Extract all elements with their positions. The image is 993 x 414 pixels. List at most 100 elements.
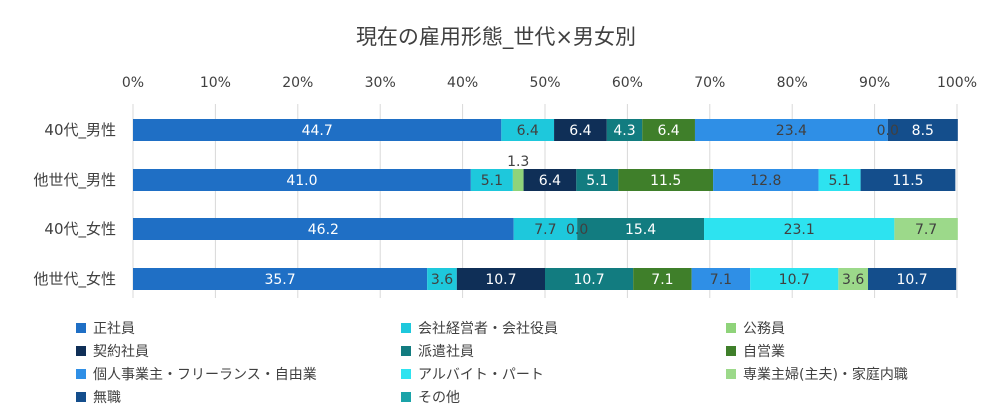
legend-item: その他 [401,387,460,407]
legend-label: その他 [418,390,460,406]
data-label: 7.1 [710,272,732,288]
legend-swatch [401,392,411,402]
data-label: 11.5 [650,173,681,189]
legend-swatch [726,369,736,379]
legend: 正社員 会社経営者・会社役員 公務員契約社員 派遣社員 自営業個人事業主・フリーランス・… [76,318,976,410]
legend-label: アルバイト・パート [418,367,544,383]
legend-item: 正社員 [76,318,135,338]
data-label: 11.5 [892,173,923,189]
legend-swatch [76,346,86,356]
category-label: 他世代_男性 [33,171,116,190]
bar-segment [606,119,643,141]
legend-label: 自営業 [743,344,785,360]
data-label: 6.4 [539,173,561,189]
bar-segment [691,268,751,290]
data-label: 5.1 [586,173,608,189]
bar-segment [694,119,888,141]
legend-label: 無職 [93,390,121,406]
legend-item: 派遣社員 [401,341,474,361]
data-label: 3.6 [431,272,453,288]
data-label: 6.4 [569,123,591,139]
bar-segment [523,169,577,191]
data-label: 10.7 [485,272,516,288]
bar-segment [860,169,956,191]
legend-label: 公務員 [743,321,785,337]
data-label: 5.1 [481,173,503,189]
data-label: 5.1 [828,173,850,189]
bar-segment [750,268,839,290]
category-label: 40代_男性 [44,121,116,140]
chart-title: 現在の雇用形態_世代×男女別 [356,25,636,50]
legend-swatch [76,323,86,333]
bar-segment [133,218,514,240]
bar-segment [618,169,714,191]
bar-segment [818,169,861,191]
data-label: 6.4 [657,123,679,139]
legend-item: 契約社員 [76,341,149,361]
bar-segment [887,119,958,141]
bar-segment [470,169,513,191]
data-label: 0.0 [566,222,588,238]
legend-label: 会社経営者・会社役員 [418,321,558,337]
stacked-bar-chart: 現在の雇用形態_世代×男女別 0% 10% 20% 30% 40% 50% 60% 70% 80… [33,25,977,298]
legend-label: 契約社員 [93,344,149,360]
x-tick-label: 100% [937,75,977,91]
legend-label: 個人事業主・フリーランス・自由業 [93,367,317,383]
data-labels: 44.7 6.4 6.4 4.3 6.4 23.4 0.0 8.541.0 5.11.36.4 5… [264,123,937,288]
data-label: 7.7 [534,222,556,238]
data-label: 23.4 [776,123,807,139]
data-label: 12.8 [750,173,781,189]
x-tick-label: 0% [122,75,144,91]
x-tick-label: 90% [859,75,890,91]
x-tick-label: 80% [777,75,808,91]
data-label: 10.7 [573,272,604,288]
data-label: 0.0 [877,123,899,139]
bar-segment [133,268,428,290]
legend-item: アルバイト・パート [401,364,544,384]
bar-segment [501,119,555,141]
data-label: 7.1 [651,272,673,288]
x-tick-label: 50% [529,75,560,91]
bar-segment [133,169,471,191]
data-label: 23.1 [784,222,815,238]
data-label: 10.7 [779,272,810,288]
bar-segment [577,218,705,240]
legend-item: 無職 [76,387,121,407]
legend-label: 派遣社員 [418,344,474,360]
x-axis-ticks: 0% 10% 20% 30% 40% 50% 60% 70% 80% 90% 100% [122,75,977,91]
data-label: 6.4 [517,123,539,139]
data-label: 15.4 [625,222,656,238]
x-tick-label: 60% [612,75,643,91]
bar-segment [868,268,957,290]
legend-item: 専業主婦(主夫)・家庭内職 [726,364,908,384]
bar-segment [427,268,457,290]
x-tick-label: 70% [694,75,725,91]
data-label: 46.2 [308,222,339,238]
data-label: 3.6 [842,272,864,288]
bar-segment [704,218,895,240]
data-label: 44.7 [302,123,333,139]
bar-segment [554,119,607,141]
category-label: 40代_女性 [44,220,116,239]
legend-label: 正社員 [93,321,135,337]
data-label: 41.0 [286,173,317,189]
legend-swatch [401,346,411,356]
legend-swatch [76,369,86,379]
bar-segment [456,268,545,290]
legend-swatch [726,323,736,333]
x-tick-label: 20% [282,75,313,91]
bar-segment [894,218,958,240]
x-tick-label: 10% [200,75,231,91]
category-label: 他世代_女性 [33,270,116,289]
legend-item: 会社経営者・会社役員 [401,318,558,338]
x-tick-label: 30% [365,75,396,91]
data-label: 1.3 [507,154,529,170]
data-label: 4.3 [613,123,635,139]
data-label: 35.7 [264,272,295,288]
legend-swatch [401,369,411,379]
bar-segment [576,169,619,191]
bar-segment [545,268,634,290]
legend-swatch [76,392,86,402]
data-label: 8.5 [912,123,934,139]
